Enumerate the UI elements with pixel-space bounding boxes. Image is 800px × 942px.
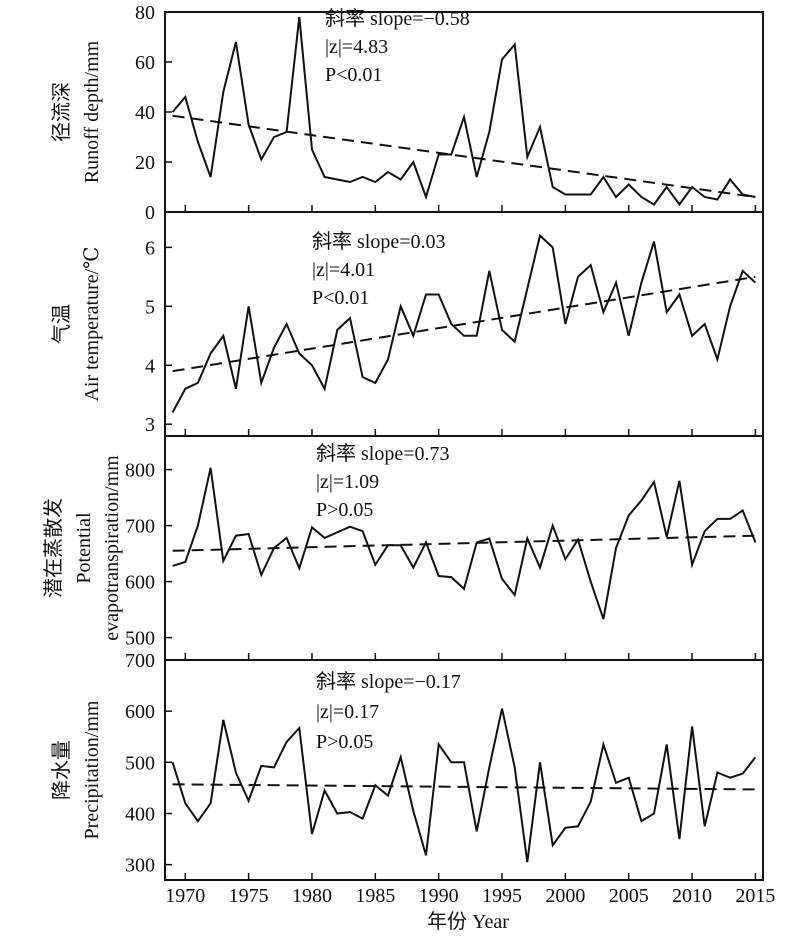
panel-4: 300 400 500 600 700 降水量 Precipitation/mm 斜率 slo… xyxy=(50,650,764,881)
x-tick-label: 1975 xyxy=(229,885,269,907)
x-tick-label: 1980 xyxy=(292,885,332,907)
panel-frame xyxy=(164,11,764,213)
y-axis-label-en: Air temperature/℃ xyxy=(81,246,103,401)
y-tick-label: 300 xyxy=(125,855,155,877)
y-tick-label: 20 xyxy=(135,152,155,174)
trend-line xyxy=(172,534,756,552)
series-line xyxy=(171,708,757,863)
trend-line xyxy=(172,783,756,791)
y-tick-label: 700 xyxy=(125,516,155,538)
y-axis-label-zh: 潜在蒸散发 xyxy=(42,498,65,598)
annotation-line-1: 斜率 slope=−0.17 xyxy=(316,670,461,693)
y-tick-label: 80 xyxy=(135,2,155,24)
annotation-line-2: |z|=4.83 xyxy=(325,36,388,58)
y-axis-label-zh: 径流深 xyxy=(50,82,73,142)
x-tick-label: 2005 xyxy=(609,885,649,907)
series-line xyxy=(171,16,756,207)
y-tick-label: 40 xyxy=(135,102,155,124)
series-line xyxy=(172,467,757,620)
y-tick-label: 800 xyxy=(125,460,155,482)
x-axis-label: 年份 Year xyxy=(427,910,509,933)
y-tick-label: 700 xyxy=(125,650,155,672)
x-tick-label: 2000 xyxy=(545,885,585,907)
annotation-line-3: P<0.01 xyxy=(312,287,369,309)
y-axis-label-en: Precipitation/mm xyxy=(81,700,103,839)
panel-2: 3 4 5 6 气温 Air temperature/℃ 斜率 slope=0.03 |z|=… xyxy=(50,211,764,437)
trend-line xyxy=(172,275,756,373)
y-axis-label-en: evapotranspiration/mm xyxy=(101,455,123,641)
annotation-line-3: P>0.05 xyxy=(316,499,373,521)
x-tick-label: 1990 xyxy=(419,885,459,907)
x-tick-label: 2010 xyxy=(672,885,712,907)
y-axis-label-zh: 气温 xyxy=(50,304,73,344)
y-tick-label: 400 xyxy=(125,803,155,825)
y-tick-label: 500 xyxy=(125,628,155,650)
y-tick-label: 600 xyxy=(125,701,155,723)
trend-line xyxy=(172,114,756,198)
annotation-line-2: |z|=4.01 xyxy=(312,259,375,281)
y-tick-label: 600 xyxy=(125,572,155,594)
y-axis-label-en: Potential xyxy=(73,512,95,584)
annotation-line-1: 斜率 slope=−0.58 xyxy=(325,7,470,30)
panel-frame xyxy=(164,659,764,881)
panel-3: 500 600 700 800 潜在蒸散发 Potential evapotranspira… xyxy=(42,435,764,661)
annotation-line-2: |z|=0.17 xyxy=(316,701,379,723)
series-line xyxy=(171,233,757,413)
y-tick-label: 6 xyxy=(145,237,155,259)
y-axis-label-en: Runoff depth/mm xyxy=(81,40,103,183)
x-tick-label: 1970 xyxy=(165,885,205,907)
annotation-line-1: 斜率 slope=0.73 xyxy=(316,442,450,465)
y-tick-label: 4 xyxy=(145,355,155,377)
annotation-line-3: P<0.01 xyxy=(325,64,382,86)
y-axis-label-zh: 降水量 xyxy=(50,740,73,800)
y-tick-label: 5 xyxy=(145,296,155,318)
x-tick-label: 2015 xyxy=(735,885,775,907)
y-tick-label: 3 xyxy=(145,414,155,436)
annotation-line-1: 斜率 slope=0.03 xyxy=(312,230,446,253)
y-tick-label: 500 xyxy=(125,752,155,774)
x-tick-label: 1995 xyxy=(482,885,522,907)
panels: 0 20 40 60 80 径流深 Runoff depth/mm 斜率 slope=−0.5… xyxy=(42,2,764,881)
x-tick-label: 1985 xyxy=(355,885,395,907)
annotation-line-2: |z|=1.09 xyxy=(316,471,379,493)
annotation-line-3: P>0.05 xyxy=(316,731,373,753)
y-tick-label: 60 xyxy=(135,52,155,74)
x-axis: 1970 1975 1980 1985 1990 1995 2000 2005 2010 2015 xyxy=(165,885,775,907)
y-tick-label: 0 xyxy=(145,202,155,224)
panel-1: 0 20 40 60 80 径流深 Runoff depth/mm 斜率 slope=−0.5… xyxy=(50,2,764,224)
